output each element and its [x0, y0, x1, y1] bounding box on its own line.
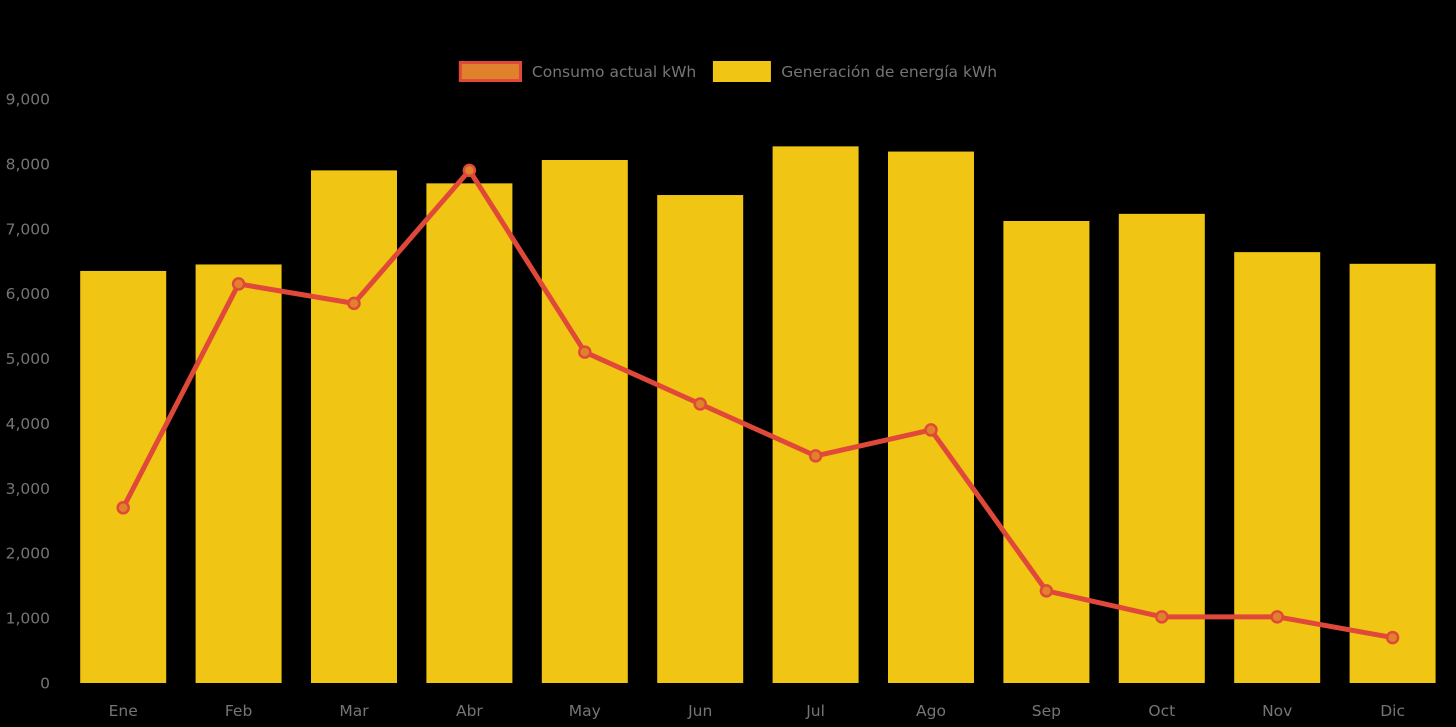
x-label-ago: Ago: [916, 702, 946, 720]
point-nov: [1270, 610, 1284, 624]
x-label-mar: Mar: [339, 702, 369, 720]
bar-oct: [1118, 213, 1205, 683]
x-label-jun: Jun: [687, 702, 712, 720]
bar-abr: [426, 183, 513, 683]
bar-mar: [311, 170, 397, 683]
y-tick-label-0: 0: [40, 675, 50, 693]
chart-legend: Consumo actual kWh Generación de energía…: [458, 61, 997, 82]
bar-feb: [195, 264, 282, 683]
x-label-ene: Ene: [109, 702, 138, 720]
legend-swatch-generacion: [713, 61, 772, 82]
y-tick-label-7: 7,000: [6, 220, 50, 238]
x-label-may: May: [569, 702, 601, 720]
x-label-nov: Nov: [1262, 702, 1292, 720]
legend-label-consumo: Consumo actual kWh: [531, 62, 697, 81]
point-feb: [231, 277, 246, 291]
y-tick-label-6: 6,000: [6, 285, 50, 303]
bar-ago: [888, 151, 974, 683]
point-dic: [1385, 630, 1400, 645]
x-label-dic: Dic: [1380, 702, 1405, 720]
x-label-feb: Feb: [225, 702, 252, 720]
legend-swatch-consumo: [458, 61, 522, 82]
consumption-line: [120, 167, 1396, 641]
point-ago: [924, 423, 938, 437]
y-tick-label-5: 5,000: [6, 350, 50, 368]
bar-jul: [772, 146, 859, 683]
y-tick-label-1: 1,000: [6, 610, 50, 628]
bar-ene: [80, 270, 167, 683]
bar-may: [541, 159, 628, 684]
legend-label-generacion: Generación de energía kWh: [781, 62, 998, 81]
bar-dic: [1349, 263, 1436, 683]
y-tick-label-2: 2,000: [6, 545, 50, 563]
point-oct: [1155, 610, 1169, 624]
point-jul: [808, 449, 823, 463]
x-label-jul: Jul: [805, 702, 825, 720]
point-ene: [116, 501, 130, 515]
y-tick-label-9: 9,000: [6, 91, 50, 109]
point-mar: [347, 296, 361, 311]
x-label-abr: Abr: [456, 702, 483, 720]
y-tick-label-4: 4,000: [6, 415, 50, 433]
bar-jun: [657, 195, 744, 683]
point-jun: [693, 397, 707, 411]
point-abr: [462, 163, 477, 178]
y-tick-label-8: 8,000: [6, 155, 50, 173]
y-tick-label-3: 3,000: [6, 480, 50, 498]
legend-item-consumo-actual[interactable]: Consumo actual kWh: [458, 61, 697, 82]
x-label-sep: Sep: [1032, 702, 1061, 720]
point-may: [578, 345, 592, 359]
bar-sep: [1003, 220, 1090, 684]
legend-item-generacion-energia[interactable]: Generación de energía kWh: [713, 61, 997, 82]
x-label-oct: Oct: [1148, 702, 1175, 720]
point-sep: [1039, 584, 1054, 598]
